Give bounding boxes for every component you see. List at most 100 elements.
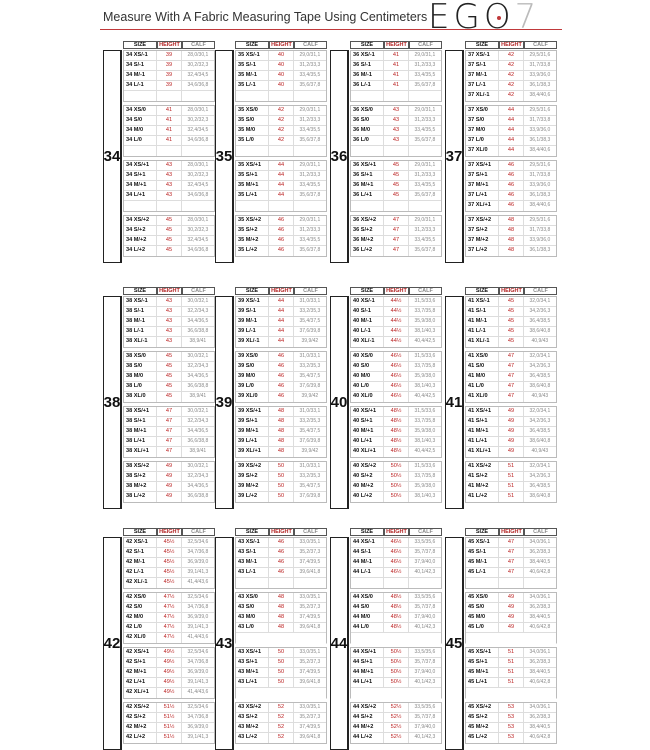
- size-cell: 40 M/0: [351, 372, 385, 381]
- height-cell: 48½: [384, 447, 409, 457]
- table-row: 37 S/+2 48 31,7/33,8: [466, 226, 556, 236]
- size-cell: 40 XS/-1: [351, 297, 385, 306]
- size-cell: 37 L/0: [466, 136, 500, 145]
- calf-cell: 35,6/37,8: [414, 247, 436, 253]
- height-cell: 47: [499, 352, 524, 361]
- height-cell: 42: [499, 71, 524, 80]
- header-calf: CALF: [524, 287, 557, 295]
- height-cell: 48: [269, 437, 294, 446]
- size-cell: 38 M/0: [124, 372, 158, 381]
- table-row: 34 L/+1 43 34,6/36,8: [124, 191, 214, 201]
- size-cell: 38 XS/+2: [124, 462, 158, 471]
- height-cell: 47: [499, 392, 524, 402]
- table-row: 39 XL/0 46 39,9/42: [236, 392, 326, 402]
- height-cell: 46: [269, 568, 294, 577]
- calf-cell: 35,4/37,5: [299, 318, 321, 324]
- shoe-size-label: 36: [330, 50, 349, 263]
- height-cell: 39: [157, 61, 182, 70]
- table-row: 39 M/+2 50 35,4/37,5: [236, 482, 326, 492]
- height-cell: 43: [157, 297, 182, 306]
- height-cell: 49½: [157, 678, 182, 687]
- calf-cell: [409, 146, 441, 156]
- size-cell: 44 L/+1: [351, 678, 385, 687]
- height-cell: 49: [499, 613, 524, 622]
- height-cell: 49: [157, 462, 182, 471]
- calf-cell: 38,6/40,8: [529, 438, 551, 444]
- size-cell: 45 M/-1: [466, 558, 500, 567]
- size-cell: 40 XS/+1: [351, 407, 385, 416]
- size-cell: 36 M/+2: [351, 236, 385, 245]
- table-row: 35 M/+1 44 33,4/35,5: [236, 181, 326, 191]
- table-row: [351, 146, 441, 156]
- height-cell: 46: [269, 226, 294, 235]
- calf-cell: 33,7/35,8: [414, 418, 436, 424]
- calf-cell: 35,6/37,8: [299, 82, 321, 88]
- size-cell: 45 M/0: [466, 613, 500, 622]
- height-cell: 41: [157, 106, 182, 115]
- size-cell: 41 M/+1: [466, 427, 500, 436]
- height-cell: 44½: [384, 297, 409, 306]
- table-row: 40 XS/0 46½ 31,5/33,6: [351, 352, 441, 362]
- height-cell: 49½: [157, 648, 182, 657]
- height-cell: 49: [499, 447, 524, 457]
- table-row: 38 XL/+1 47 38,9/41: [124, 447, 214, 457]
- table-header: SIZE HEIGHT CALF: [235, 287, 327, 295]
- table-row: 44 S/+1 50½ 35,7/37,8: [351, 658, 441, 668]
- size-cell: 43 S/-1: [236, 548, 270, 557]
- row-group: 41 XS/-1 45 32,0/34,1 41 S/-1 45 34,2/36,3 41 …: [465, 296, 557, 348]
- height-cell: 50: [269, 648, 294, 657]
- calf-cell: 35,2/37,3: [299, 549, 321, 555]
- calf-cell: 33,0/35,1: [299, 594, 321, 600]
- table-row: 42 M/-1 45½ 36,9/39,0: [124, 558, 214, 568]
- table-row: 45 M/0 49 38,4/40,5: [466, 613, 556, 623]
- table-row: 38 S/0 45 32,2/34,3: [124, 362, 214, 372]
- table-row: 41 L/+1 49 38,6/40,8: [466, 437, 556, 447]
- height-cell: 46½: [384, 558, 409, 567]
- height-cell: [384, 578, 409, 588]
- row-group: 37 XS/+2 48 29,5/31,6 37 S/+2 48 31,7/33,8 37 …: [465, 215, 557, 257]
- header-height: HEIGHT: [384, 41, 409, 49]
- height-cell: [157, 201, 182, 211]
- size-cell: 45 L/+2: [466, 733, 500, 743]
- height-cell: 46: [269, 352, 294, 361]
- table-row: 39 L/-1 44 37,6/39,8: [236, 327, 326, 337]
- table-row: 43 XS/-1 46 33,0/35,1: [236, 538, 326, 548]
- calf-cell: 33,2/35,3: [299, 418, 321, 424]
- table-row: 43 M/0 48 37,4/39,5: [236, 613, 326, 623]
- calf-cell: 31,0/33,1: [299, 298, 321, 304]
- table-body: 36 XS/-1 41 29,0/31,1 36 S/-1 41 31,2/33,3 36 …: [350, 50, 442, 260]
- table-header: SIZE HEIGHT CALF: [465, 287, 557, 295]
- calf-cell: 37,9/40,0: [414, 614, 436, 620]
- height-cell: 49: [157, 492, 182, 502]
- header-size: SIZE: [123, 41, 157, 49]
- height-cell: 51: [499, 462, 524, 471]
- height-cell: 51½: [157, 713, 182, 722]
- size-cell: 40 M/+2: [351, 482, 385, 491]
- calf-cell: 32,4/34,5: [187, 127, 209, 133]
- size-cell: [124, 91, 158, 101]
- table-row: 34 S/0 41 30,2/32,3: [124, 116, 214, 126]
- table-row: 44 L/+2 52½ 40,1/42,3: [351, 733, 441, 743]
- table-row: 34 S/+1 43 30,2/32,3: [124, 171, 214, 181]
- height-cell: 45: [384, 191, 409, 200]
- height-cell: 50: [269, 482, 294, 491]
- row-group: 37 XS/0 44 29,5/31,6 37 S/0 44 31,7/33,8 37 M/…: [465, 105, 557, 157]
- header-height: HEIGHT: [157, 287, 182, 295]
- table-row: 42 L/-1 45½ 39,1/41,3: [124, 568, 214, 578]
- calf-cell: 35,9/38,0: [414, 373, 436, 379]
- table-row: 42 L/0 47½ 39,1/41,3: [124, 623, 214, 633]
- table-row: 39 XL/-1 44 39,9/42: [236, 337, 326, 347]
- calf-cell: [294, 578, 326, 588]
- size-cell: 40 L/+2: [351, 492, 385, 502]
- calf-cell: 31,2/33,3: [414, 172, 436, 178]
- height-cell: 45: [157, 226, 182, 235]
- table-row: 39 S/0 46 33,2/35,3: [236, 362, 326, 372]
- table-row: 40 S/-1 44½ 33,7/35,8: [351, 307, 441, 317]
- shoe-size-label: 40: [330, 296, 349, 509]
- height-cell: 51½: [157, 733, 182, 743]
- height-cell: 47½: [157, 633, 182, 643]
- calf-cell: 36,1/38,3: [529, 137, 551, 143]
- height-cell: 43: [384, 136, 409, 145]
- size-cell: 34 S/0: [124, 116, 158, 125]
- size-cell: 36 S/-1: [351, 61, 385, 70]
